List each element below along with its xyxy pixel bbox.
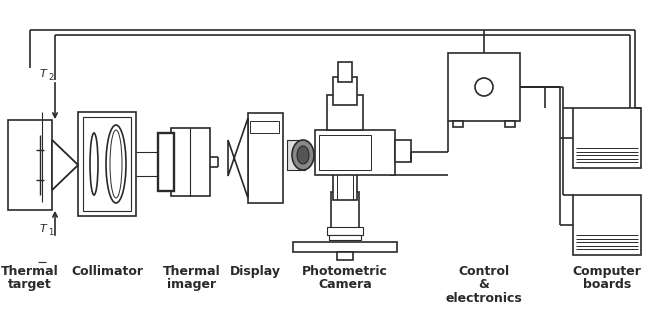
Text: target: target xyxy=(8,278,52,291)
Text: Camera: Camera xyxy=(318,278,372,291)
Text: Thermal: Thermal xyxy=(1,265,59,278)
Ellipse shape xyxy=(90,133,98,195)
Polygon shape xyxy=(228,118,248,198)
Bar xyxy=(573,195,641,255)
Bar xyxy=(171,128,210,196)
Text: Display: Display xyxy=(230,265,281,278)
Bar xyxy=(250,121,279,133)
Bar xyxy=(395,140,411,162)
Bar xyxy=(248,113,283,203)
Bar xyxy=(293,242,397,252)
Text: 2: 2 xyxy=(48,73,53,82)
Ellipse shape xyxy=(106,125,126,203)
Text: &: & xyxy=(478,278,490,291)
Ellipse shape xyxy=(297,146,309,164)
Bar xyxy=(327,227,363,235)
Text: Control: Control xyxy=(458,265,510,278)
Bar xyxy=(327,95,363,130)
Text: electronics: electronics xyxy=(446,292,522,305)
Bar xyxy=(287,140,305,170)
Bar xyxy=(338,62,352,82)
Text: boards: boards xyxy=(583,278,631,291)
Bar xyxy=(315,130,395,175)
Bar xyxy=(329,235,361,240)
Bar xyxy=(505,121,515,127)
Text: imager: imager xyxy=(167,278,217,291)
Polygon shape xyxy=(52,140,78,190)
Text: Collimator: Collimator xyxy=(71,265,143,278)
Bar xyxy=(83,117,131,211)
Text: 1: 1 xyxy=(48,228,53,237)
Bar xyxy=(158,133,174,191)
Text: Computer: Computer xyxy=(573,265,641,278)
Bar xyxy=(337,252,353,260)
Bar xyxy=(8,120,52,210)
Bar xyxy=(573,108,641,168)
Ellipse shape xyxy=(110,130,122,198)
Bar xyxy=(331,192,359,232)
Bar xyxy=(333,150,357,200)
Text: Photometric: Photometric xyxy=(302,265,388,278)
Circle shape xyxy=(475,78,493,96)
Bar xyxy=(78,112,136,216)
Bar xyxy=(333,77,357,105)
Bar xyxy=(319,135,371,170)
Ellipse shape xyxy=(292,140,314,170)
Text: T: T xyxy=(40,224,47,234)
Text: Thermal: Thermal xyxy=(163,265,221,278)
Text: T: T xyxy=(40,69,47,79)
Bar xyxy=(453,121,463,127)
Bar xyxy=(448,53,520,121)
